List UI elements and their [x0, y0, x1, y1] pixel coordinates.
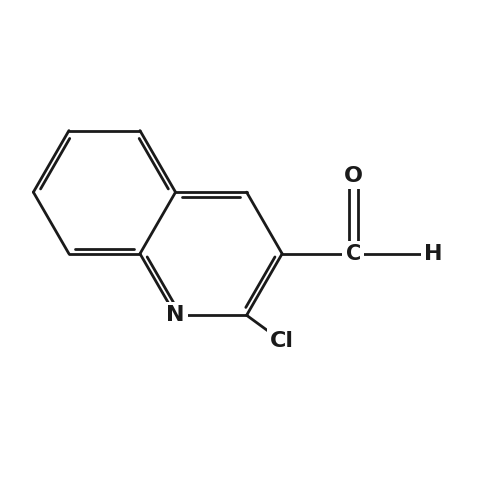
Text: N: N — [166, 305, 185, 325]
Text: Cl: Cl — [270, 331, 294, 351]
Text: H: H — [424, 244, 443, 264]
Text: O: O — [344, 166, 363, 185]
Text: C: C — [346, 244, 361, 264]
